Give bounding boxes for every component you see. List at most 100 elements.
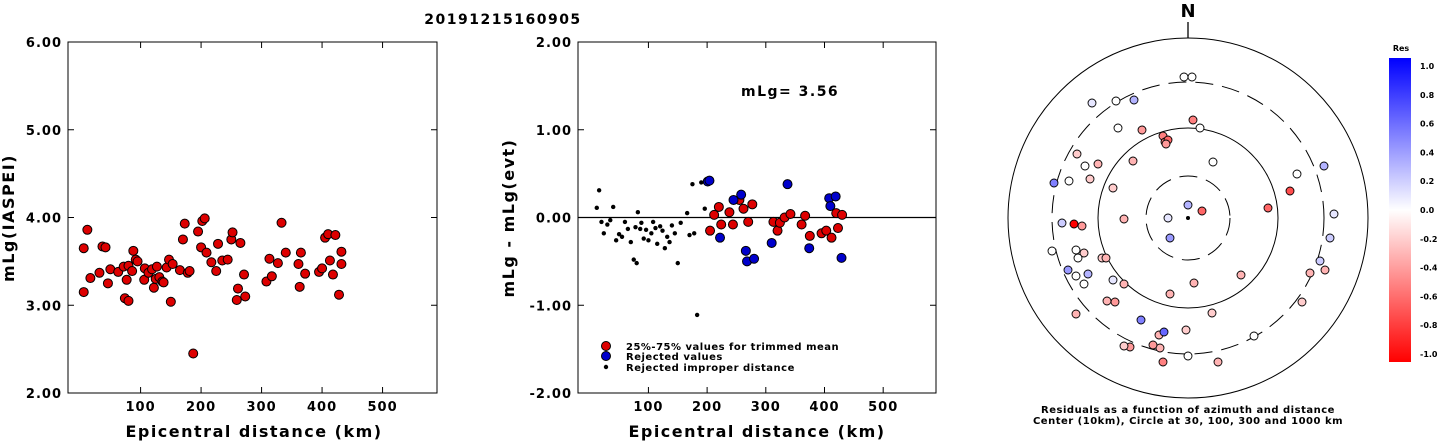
- residual-point: [1111, 96, 1121, 106]
- data-point: [631, 257, 636, 262]
- residual-point: [1101, 253, 1111, 263]
- residual-point: [1292, 169, 1302, 179]
- residual-point: [1087, 98, 1097, 108]
- event-center: [1186, 216, 1190, 220]
- residual-point: [1110, 297, 1120, 307]
- colorbar-tick-label: -0.2: [1420, 235, 1437, 244]
- x-axis-label: Epicentral distance (km): [628, 422, 885, 441]
- data-point: [280, 247, 291, 258]
- residual-point: [1161, 139, 1171, 149]
- residual-point: [1165, 233, 1175, 243]
- data-point: [675, 260, 680, 266]
- data-point: [605, 222, 610, 227]
- data-point: [165, 296, 176, 307]
- data-point: [667, 239, 672, 245]
- x-tick-label: 400: [307, 400, 337, 415]
- data-point: [132, 256, 143, 267]
- data-point: [715, 232, 726, 243]
- circle-30km: [1145, 175, 1231, 261]
- data-point: [705, 225, 716, 236]
- data-point: [669, 223, 675, 228]
- data-point: [785, 208, 796, 219]
- residual-point: [1163, 213, 1173, 223]
- colorbar-tick-label: -0.4: [1420, 264, 1437, 273]
- data-point: [804, 243, 815, 254]
- data-point: [167, 259, 178, 270]
- data-point: [295, 247, 306, 258]
- azimuth-residual-map: N Residuals as a function of azimuth and…: [1007, 1, 1369, 427]
- residual-point: [1325, 233, 1335, 243]
- residual-point: [1102, 296, 1112, 306]
- x-tick-label: 300: [247, 400, 277, 415]
- data-point: [702, 206, 707, 211]
- data-point: [690, 181, 695, 187]
- residual-point: [1073, 253, 1083, 263]
- data-point: [232, 283, 243, 294]
- residual-point: [1181, 325, 1191, 335]
- data-point: [699, 180, 704, 185]
- residual-point: [1183, 200, 1193, 210]
- colorbar-tick-label: 0.2: [1420, 177, 1434, 186]
- residual-point: [1083, 269, 1093, 279]
- x-tick-label: 200: [692, 400, 722, 415]
- data-point: [239, 269, 250, 280]
- data-point: [837, 209, 848, 220]
- data-point: [622, 219, 628, 225]
- data-point: [628, 239, 634, 245]
- y-tick-label: 5.00: [26, 124, 62, 139]
- residual-point: [1319, 161, 1329, 171]
- colorbar-tick-label: 0.4: [1420, 148, 1435, 157]
- residual-point: [1320, 265, 1330, 275]
- residual-point: [1315, 256, 1325, 266]
- data-point: [330, 230, 341, 241]
- data-point: [650, 219, 656, 225]
- residual-point: [1213, 357, 1223, 367]
- data-point: [94, 267, 105, 278]
- data-point: [662, 246, 668, 251]
- y-axis-ticks: 2.00 3.00 4.00 5.00 6.00: [26, 36, 437, 402]
- data-point: [619, 234, 625, 240]
- residual-point: [1263, 203, 1273, 213]
- y-axis-ticks: -2.00 -1.00 0.00 1.00 2.00: [530, 36, 936, 402]
- residual-point: [1136, 315, 1146, 325]
- colorbar-tick-label: 0.8: [1420, 91, 1435, 100]
- colorbar-ramp: [1389, 58, 1411, 362]
- data-point: [199, 213, 210, 224]
- data-point: [327, 269, 338, 280]
- data-point: [300, 268, 311, 279]
- data-point: [227, 227, 238, 238]
- data-point: [240, 291, 251, 302]
- data-point: [211, 266, 222, 277]
- data-point: [611, 204, 616, 210]
- x-tick-label: 500: [367, 400, 397, 415]
- residual-point: [1079, 279, 1089, 289]
- map-caption-line1: Residuals as a function of azimuth and d…: [1041, 405, 1335, 416]
- data-point: [633, 224, 638, 230]
- residual-point: [1093, 159, 1103, 169]
- data-point: [643, 227, 649, 232]
- data-point: [184, 266, 195, 277]
- data-point: [336, 246, 347, 257]
- legend-label-trimmed-mean: 25%-75% values for trimmed mean: [626, 342, 839, 353]
- legend-marker-improper-distance: [603, 364, 609, 370]
- data-point: [127, 266, 138, 277]
- residual-point: [1188, 115, 1198, 125]
- data-point: [193, 226, 204, 237]
- residual-point: [1329, 209, 1339, 219]
- y-tick-label: 1.00: [536, 124, 572, 139]
- residual-point: [1208, 157, 1218, 167]
- data-point: [599, 219, 604, 225]
- residual-point: [1236, 270, 1246, 280]
- plot-frame: [67, 41, 438, 394]
- residual-point: [1119, 214, 1129, 224]
- data-point: [766, 237, 777, 248]
- data-point: [179, 218, 190, 229]
- colorbar-tick-label: 0.6: [1420, 120, 1435, 129]
- x-tick-label: 200: [186, 400, 216, 415]
- data-point: [317, 263, 328, 274]
- data-point: [638, 226, 643, 232]
- x-axis-ticks: 100 200 300 400 500: [126, 42, 397, 415]
- data-point: [85, 273, 96, 284]
- data-point: [148, 282, 159, 293]
- residual-point: [1179, 72, 1189, 82]
